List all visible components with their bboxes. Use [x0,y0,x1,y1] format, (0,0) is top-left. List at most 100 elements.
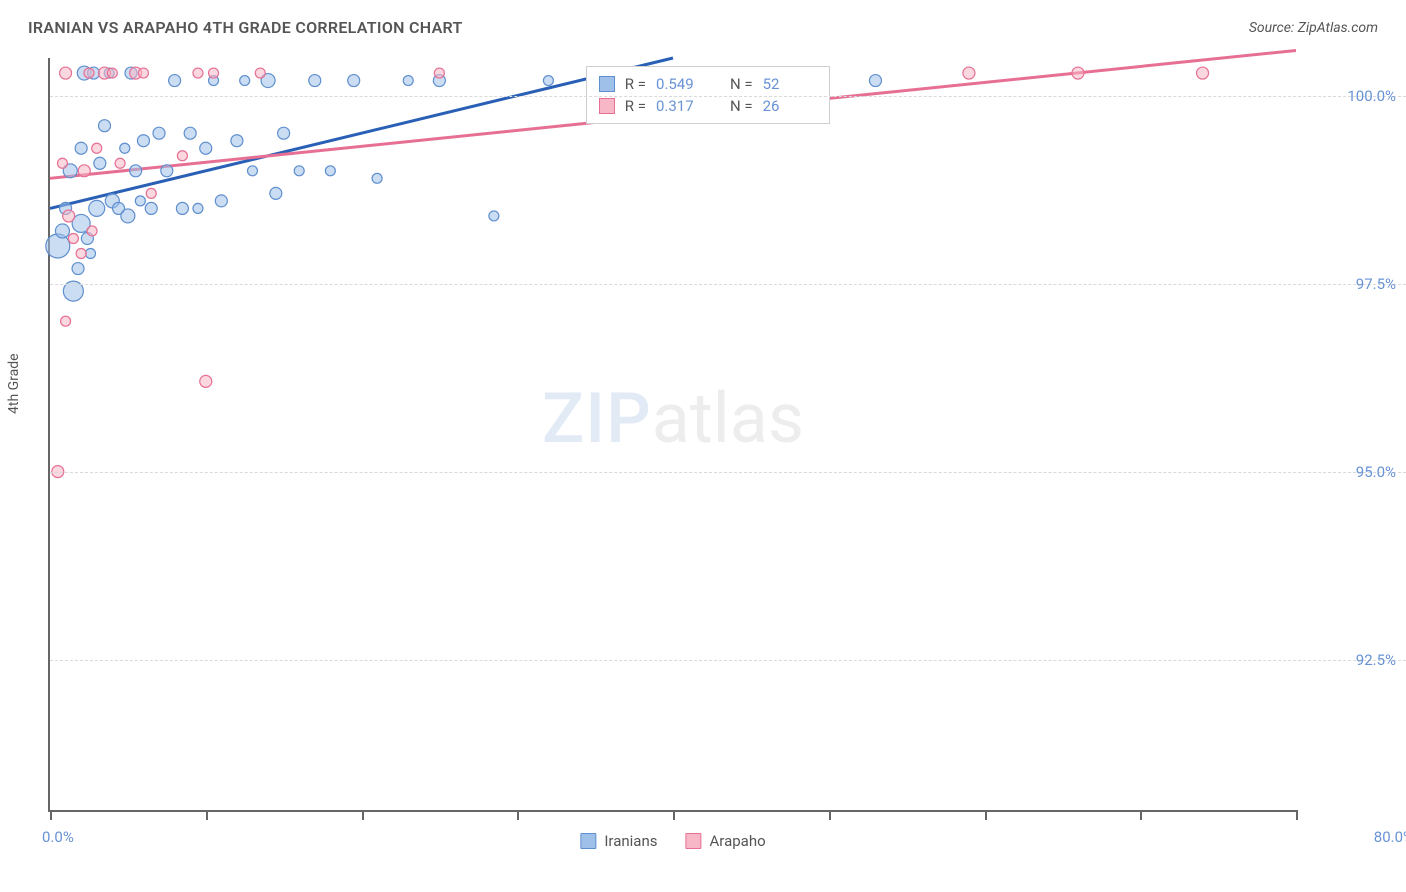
data-point-iranians [200,142,212,154]
data-point-iranians [348,75,360,87]
y-tick-label: 92.5% [1306,651,1396,669]
data-point-arapaho [177,151,187,161]
data-point-iranians [403,76,413,86]
legend-swatch-iranians [580,833,596,849]
data-point-iranians [278,127,290,139]
data-point-arapaho [87,226,97,236]
stat-row-iranians: R = 0.549 N = 52 [599,73,817,95]
gridline-h [50,660,1406,661]
stat-r-label: R = [625,75,646,93]
stat-r-value-iranians: 0.549 [656,75,710,93]
data-point-iranians [99,120,111,132]
data-point-arapaho [115,158,125,168]
data-point-iranians [161,165,173,177]
data-point-iranians [193,203,203,213]
data-point-iranians [270,187,282,199]
chart-header: IRANIAN VS ARAPAHO 4TH GRADE CORRELATION… [0,0,1406,47]
legend-bottom: Iranians Arapaho [580,832,765,850]
gridline-h [50,472,1406,473]
data-point-iranians [137,135,149,147]
data-point-iranians [176,202,188,214]
data-point-iranians [72,263,84,275]
data-point-arapaho [138,68,148,78]
data-point-iranians [372,173,382,183]
gridline-h [50,284,1406,285]
x-tick [50,810,52,820]
data-point-iranians [55,224,69,238]
data-point-iranians [75,142,87,154]
data-point-iranians [89,200,105,216]
x-tick [517,810,519,820]
data-point-iranians [121,209,135,223]
data-point-iranians [135,196,145,206]
data-point-arapaho [434,68,444,78]
data-point-arapaho [57,158,67,168]
data-point-arapaho [209,68,219,78]
data-point-iranians [309,75,321,87]
data-point-iranians [94,157,106,169]
data-point-iranians [325,166,335,176]
legend-label-arapaho: Arapaho [710,832,766,850]
x-tick [1140,810,1142,820]
data-point-iranians [869,75,881,87]
data-point-iranians [120,143,130,153]
data-point-arapaho [78,165,90,177]
data-point-arapaho [963,67,975,79]
chart-plot-area: ZIPatlas R = 0.549 N = 52 R = 0.317 N = … [48,58,1296,812]
x-tick [673,810,675,820]
y-axis-label: 4th Grade [6,353,22,414]
chart-title: IRANIAN VS ARAPAHO 4TH GRADE CORRELATION… [28,18,463,37]
data-point-arapaho [92,143,102,153]
data-point-arapaho [193,68,203,78]
data-point-arapaho [146,188,156,198]
x-tick [362,810,364,820]
data-point-iranians [184,127,196,139]
data-point-iranians [153,127,165,139]
data-point-arapaho [68,233,78,243]
legend-item-iranians: Iranians [580,832,657,850]
x-tick [206,810,208,820]
trend-line-iranians [50,58,673,208]
data-point-iranians [489,211,499,221]
stat-n-label: N = [730,75,753,93]
data-point-iranians [247,166,257,176]
stat-n-value-arapaho: 26 [763,97,817,115]
data-point-iranians [215,195,227,207]
x-axis-end-label: 80.0% [1374,828,1406,846]
data-point-arapaho [1072,67,1084,79]
data-point-arapaho [63,210,75,222]
data-point-iranians [145,202,157,214]
data-point-iranians [543,76,553,86]
stat-swatch-iranians [599,76,615,92]
x-tick [1296,810,1298,820]
y-tick-label: 100.0% [1306,87,1396,105]
x-axis-start-label: 0.0% [42,828,74,846]
x-tick [829,810,831,820]
stat-r-label: R = [625,97,646,115]
chart-source: Source: ZipAtlas.com [1249,20,1378,36]
data-point-arapaho [76,249,86,259]
data-point-arapaho [107,68,117,78]
data-point-iranians [169,75,181,87]
data-point-arapaho [61,316,71,326]
x-tick [985,810,987,820]
stat-n-value-iranians: 52 [763,75,817,93]
data-point-arapaho [60,67,72,79]
data-point-iranians [240,76,250,86]
legend-label-iranians: Iranians [604,832,657,850]
data-point-iranians [294,166,304,176]
data-point-iranians [130,165,142,177]
data-point-arapaho [200,375,212,387]
scatter-svg [50,58,1296,810]
gridline-h [50,96,1406,97]
data-point-iranians [85,249,95,259]
data-point-iranians [231,135,243,147]
data-point-arapaho [1197,67,1209,79]
data-point-arapaho [255,68,265,78]
stat-n-label: N = [730,97,753,115]
legend-item-arapaho: Arapaho [686,832,766,850]
data-point-iranians [46,234,70,258]
stat-swatch-arapaho [599,98,615,114]
stat-row-arapaho: R = 0.317 N = 26 [599,95,817,117]
y-tick-label: 97.5% [1306,275,1396,293]
